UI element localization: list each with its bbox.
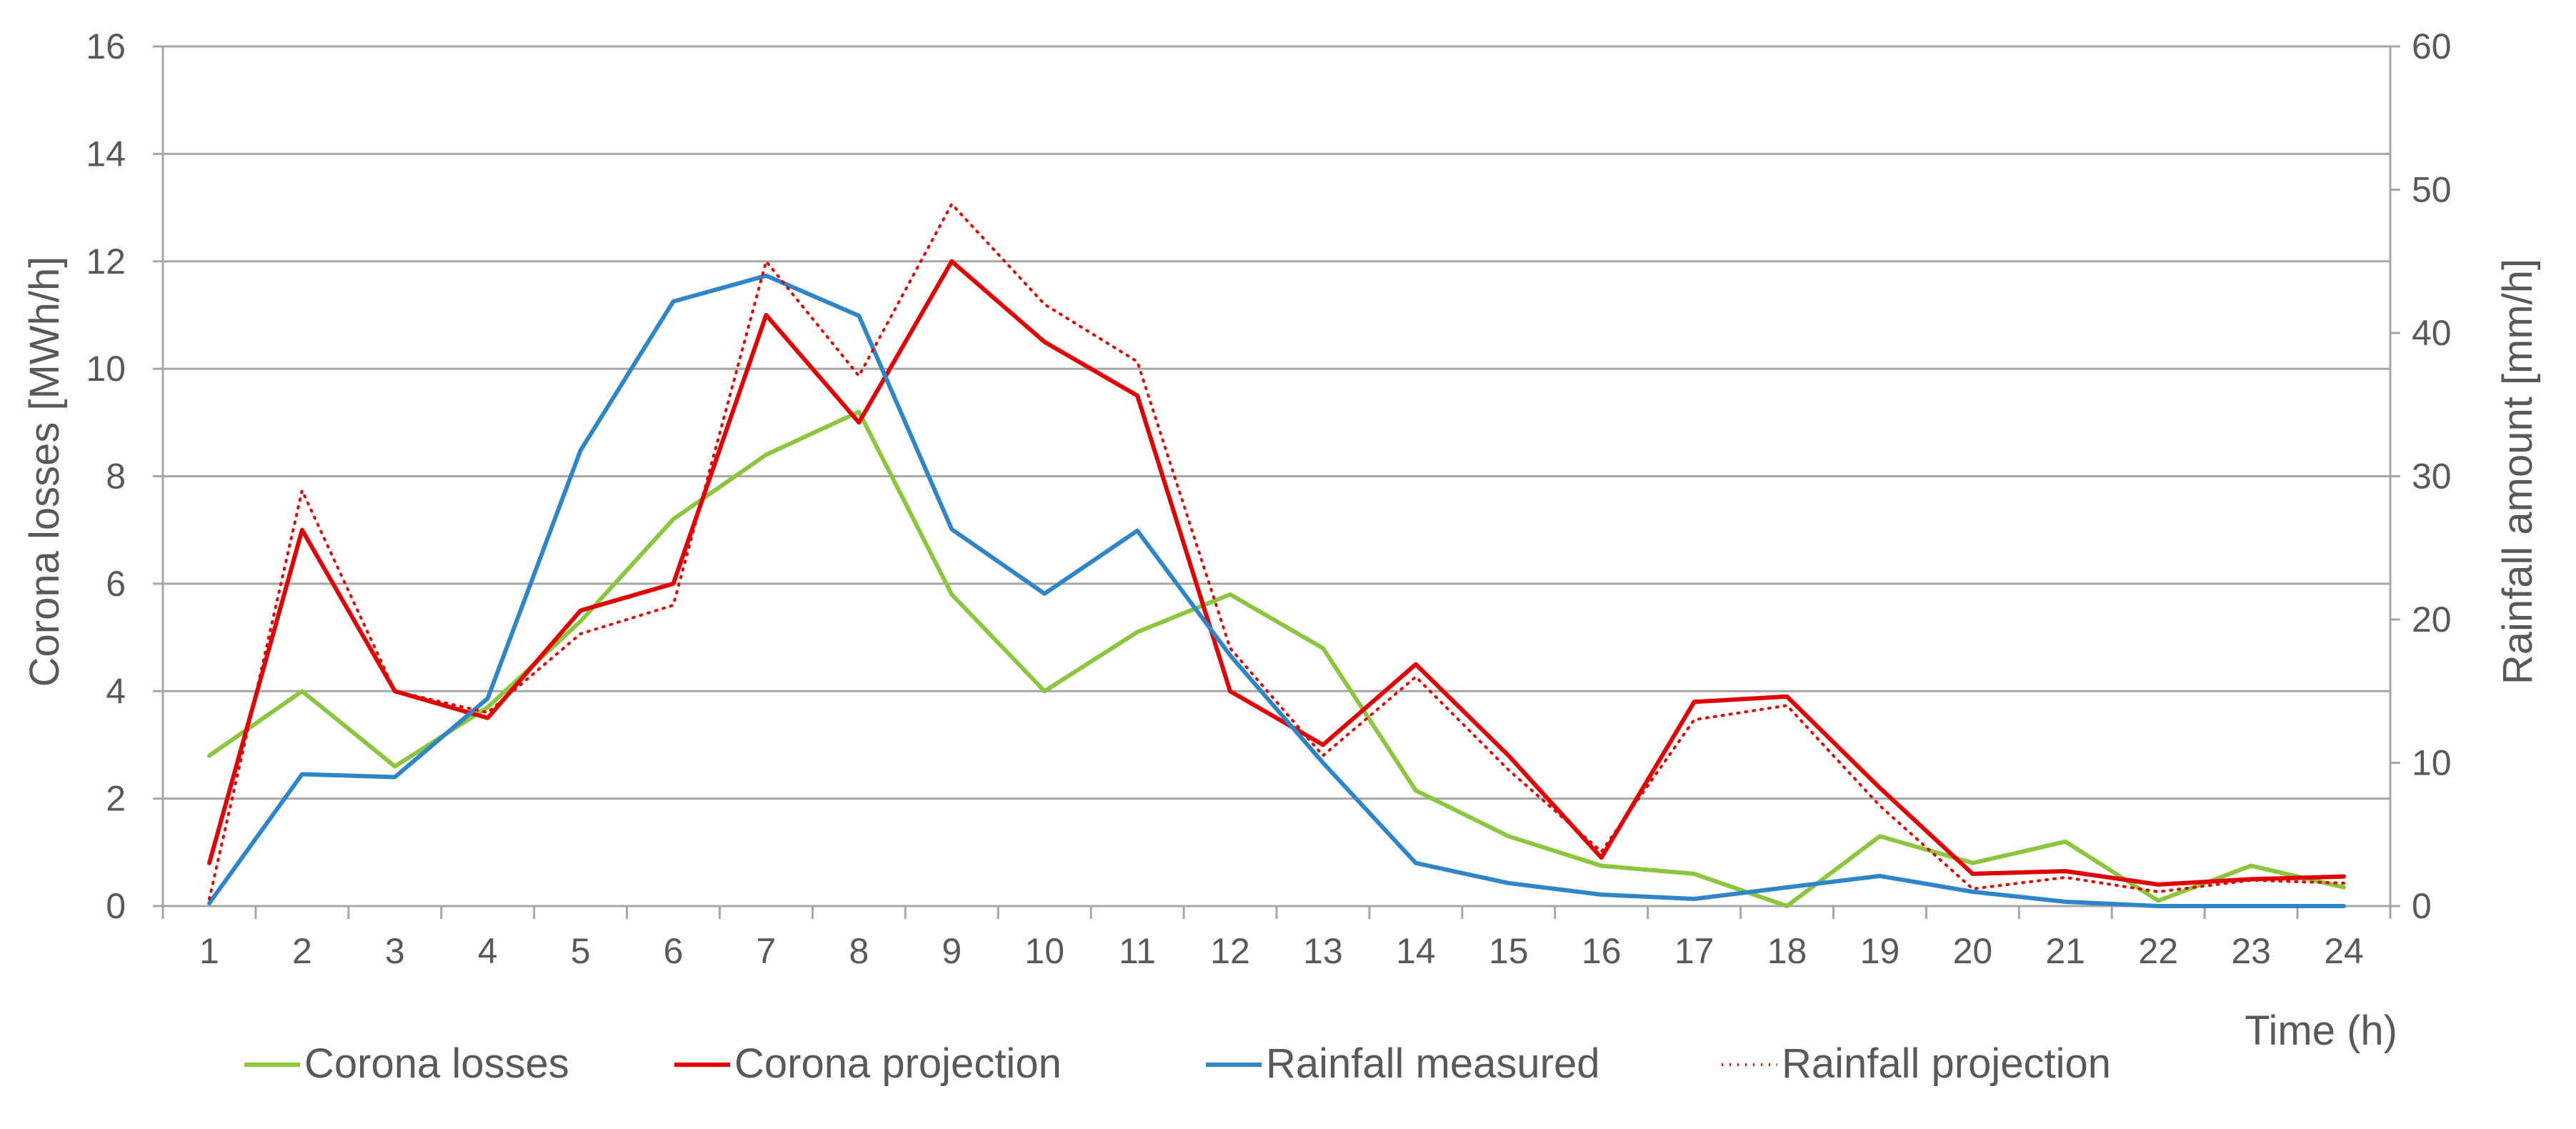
x-tick-label: 2 — [292, 931, 312, 971]
y-right-tick-label: 40 — [2412, 313, 2452, 353]
y-left-tick-label: 16 — [86, 26, 126, 66]
series-line-corona-projection — [207, 259, 2346, 887]
x-tick-label: 13 — [1303, 931, 1343, 971]
x-tick-label: 3 — [385, 931, 405, 971]
x-tick-label: 4 — [478, 931, 498, 971]
y-left-tick-label: 14 — [86, 134, 126, 174]
grid-lines — [163, 45, 2390, 907]
legend-item-corona-losses: Corona losses — [244, 1040, 569, 1087]
series-line-rainfall-projection — [208, 202, 2345, 900]
x-tick-label: 17 — [1674, 931, 1714, 971]
y-right-tick-label: 30 — [2412, 457, 2452, 497]
x-tick-label: 21 — [2045, 931, 2085, 971]
series-lines — [207, 202, 2346, 908]
x-tick-label: 19 — [1860, 931, 1900, 971]
legend-label: Rainfall projection — [1782, 1040, 2111, 1087]
y-left-tick-label: 10 — [86, 349, 126, 389]
legend-item-rainfall-projection: Rainfall projection — [1722, 1040, 2111, 1087]
legend-item-corona-projection: Corona projection — [674, 1040, 1062, 1087]
y-left-tick-label: 2 — [106, 779, 126, 819]
x-tick-label: 9 — [942, 931, 962, 971]
y-right-tick-label: 10 — [2412, 743, 2452, 783]
series-line-corona-losses — [207, 409, 2346, 908]
x-tick-label: 1 — [199, 931, 219, 971]
x-tick-label: 10 — [1024, 931, 1064, 971]
y-right-tick-label: 60 — [2412, 26, 2452, 66]
legend-item-rainfall-measured: Rainfall measured — [1206, 1040, 1599, 1087]
y-left-tick-label: 12 — [86, 242, 126, 282]
axes — [153, 45, 2400, 919]
y-axis-left-title: Corona losses [MWh/h] — [21, 257, 68, 687]
x-tick-label: 18 — [1767, 931, 1807, 971]
x-tick-label: 20 — [1953, 931, 1993, 971]
y-axis-right-title: Rainfall amount [mm/h] — [2495, 259, 2541, 685]
legend-label: Corona losses — [304, 1040, 569, 1087]
x-tick-label: 23 — [2231, 931, 2271, 971]
series-line-rainfall-measured — [207, 273, 2346, 908]
legend-label: Rainfall measured — [1266, 1040, 1599, 1087]
x-tick-label: 24 — [2324, 931, 2364, 971]
y-left-tick-label: 0 — [106, 886, 126, 926]
x-tick-label: 12 — [1210, 931, 1250, 971]
y-left-tick-label: 6 — [106, 564, 126, 604]
x-tick-label: 11 — [1119, 931, 1156, 971]
legend: Corona losses Corona projection Rainfall m… — [244, 1040, 2111, 1087]
legend-label: Corona projection — [734, 1040, 1062, 1087]
y-right-tick-label: 50 — [2412, 170, 2452, 210]
x-tick-label: 6 — [664, 931, 684, 971]
x-tick-label: 16 — [1582, 931, 1622, 971]
x-tick-label: 14 — [1396, 931, 1436, 971]
x-tick-label: 22 — [2138, 931, 2178, 971]
y-left-tick-label: 8 — [106, 457, 126, 497]
x-tick-label: 8 — [849, 931, 869, 971]
x-tick-label: 7 — [757, 931, 777, 971]
x-axis-title: Time (h) — [2245, 1008, 2397, 1054]
y-right-tick-label: 0 — [2412, 886, 2432, 926]
x-tick-label: 15 — [1489, 931, 1529, 971]
y-left-tick-label: 4 — [106, 671, 126, 711]
x-tick-label: 5 — [571, 931, 591, 971]
y-right-tick-label: 20 — [2412, 600, 2452, 640]
